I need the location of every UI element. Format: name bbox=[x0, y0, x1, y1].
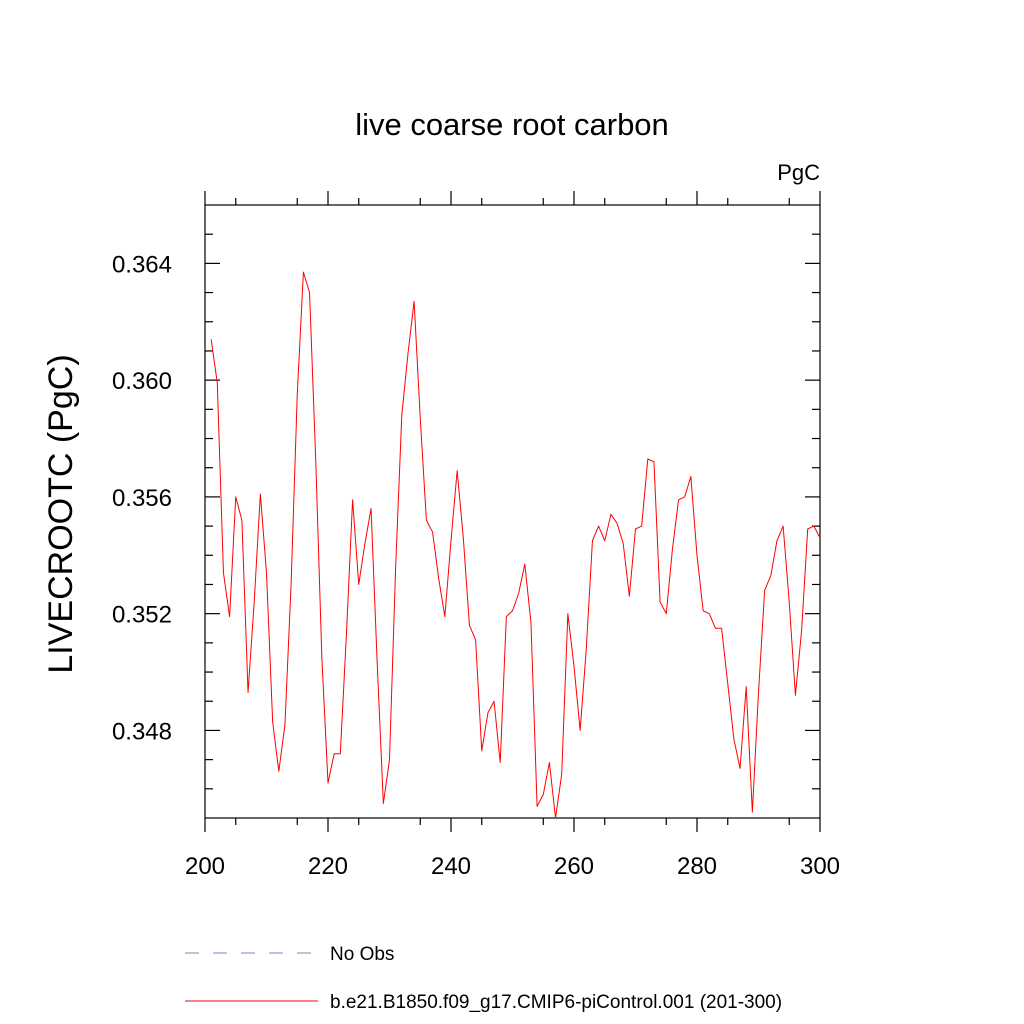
y-tick-label: 0.352 bbox=[112, 602, 172, 629]
series-line-piControl bbox=[210, 271, 821, 819]
chart-title: live coarse root carbon bbox=[355, 107, 669, 142]
y-axis-label: LIVECROOTC (PgC) bbox=[42, 354, 80, 673]
major-ticks bbox=[204, 191, 821, 832]
y-tick-label: 0.348 bbox=[112, 718, 172, 745]
legend-label-piControl: b.e21.B1850.f09_g17.CMIP6-piControl.001 … bbox=[330, 992, 782, 1013]
y-tick-label: 0.356 bbox=[112, 485, 172, 512]
x-tick-label: 220 bbox=[308, 853, 348, 880]
legend-label-no-obs: No Obs bbox=[330, 944, 394, 965]
y-tick-label: 0.364 bbox=[112, 251, 172, 278]
x-tick-label: 300 bbox=[800, 853, 840, 880]
x-tick-label: 240 bbox=[431, 853, 471, 880]
x-tick-label: 200 bbox=[185, 853, 225, 880]
x-tick-label: 280 bbox=[677, 853, 717, 880]
y-tick-label: 0.360 bbox=[112, 368, 172, 395]
minor-ticks bbox=[205, 198, 820, 825]
legend: No Obs b.e21.B1850.f09_g17.CMIP6-piContr… bbox=[185, 944, 782, 1013]
x-tick-label: 260 bbox=[554, 853, 594, 880]
x-tick-labels: 200 220 240 260 280 300 bbox=[185, 853, 840, 880]
plot-frame bbox=[204, 204, 821, 819]
units-label: PgC bbox=[777, 160, 820, 185]
y-tick-labels: 0.348 0.352 0.356 0.360 0.364 bbox=[112, 251, 172, 745]
